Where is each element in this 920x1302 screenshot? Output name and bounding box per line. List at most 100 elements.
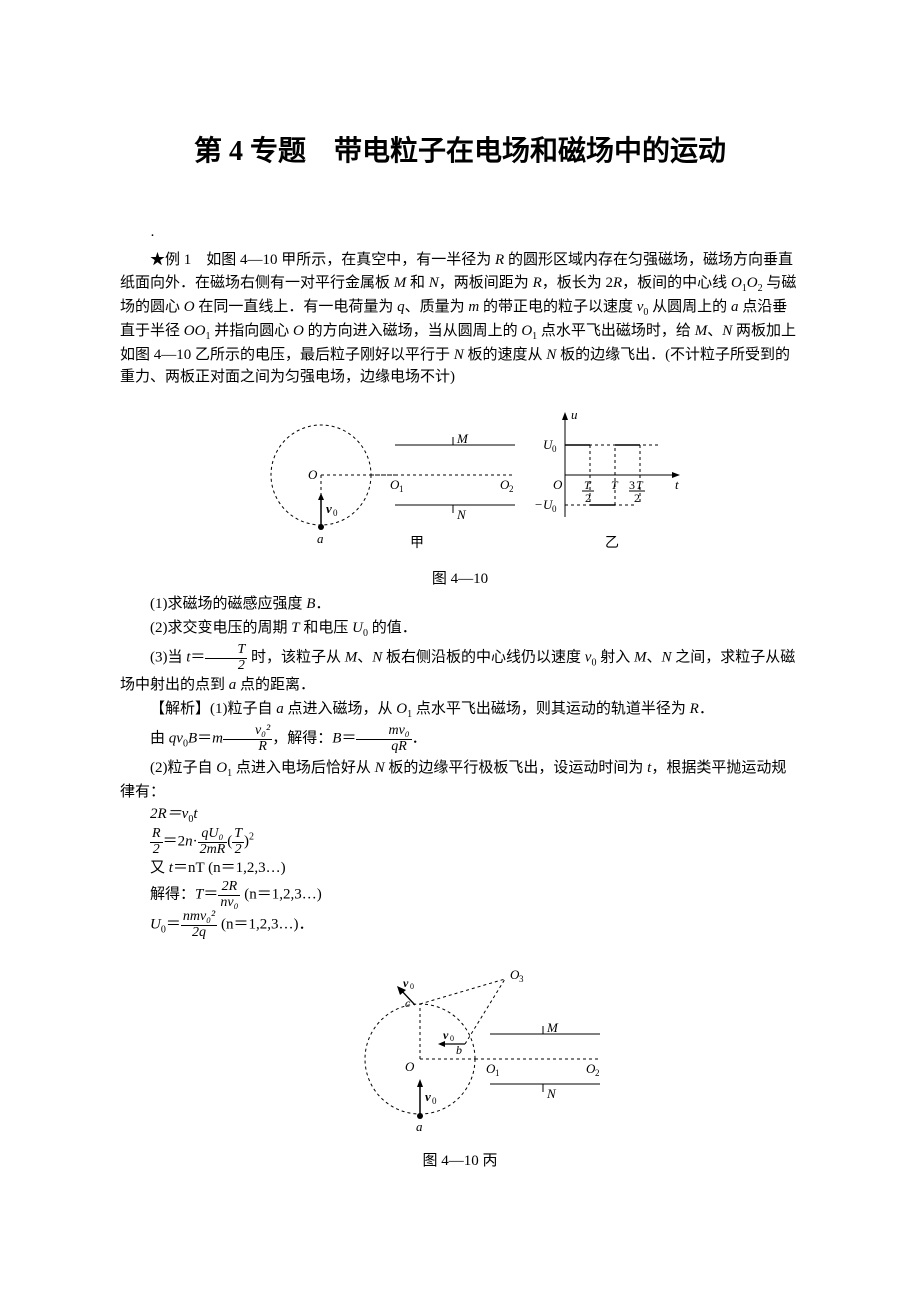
svg-text:2: 2 bbox=[585, 491, 591, 505]
eq-4: 解得：T＝2Rnv₀ (n＝1,2,3…) bbox=[150, 880, 800, 910]
svg-text:O: O bbox=[308, 467, 318, 482]
sol1: (1)粒子自 bbox=[210, 701, 276, 717]
svg-text:v: v bbox=[425, 1089, 431, 1104]
q3h: 点的距离． bbox=[236, 677, 315, 693]
var-M3: M bbox=[345, 650, 358, 666]
t12: 点水平飞出磁场时，给 bbox=[537, 323, 695, 339]
var-N6: N bbox=[662, 650, 672, 666]
q3e: 射入 bbox=[596, 650, 634, 666]
frac-R-2: R2 bbox=[150, 827, 163, 857]
var-a3: a bbox=[276, 701, 284, 717]
var-O-2: O bbox=[293, 323, 304, 339]
solution-1-eq: 由 qv0B＝mv₀²R，解得：B＝mv₀qR． bbox=[120, 724, 800, 754]
solution-2: (2)粒子自 O1 点进入电场后恰好从 N 板的边缘平行极板飞出，设运动时间为 … bbox=[120, 757, 800, 804]
var-R4: R bbox=[690, 701, 699, 717]
var-O1O2-O2: O bbox=[747, 275, 758, 291]
eq-tail-n2: (n＝1,2,3…)． bbox=[217, 917, 313, 933]
svg-text:乙: 乙 bbox=[605, 535, 619, 551]
frac-2R-nv0: 2Rnv₀ bbox=[218, 880, 240, 910]
svg-text:1: 1 bbox=[399, 484, 404, 494]
svg-text:b: b bbox=[456, 1043, 462, 1057]
eq-2: R2＝2n·qU₀2mR(T2)2 bbox=[150, 827, 800, 857]
var-OO1-O: O bbox=[184, 323, 195, 339]
sol-label: 【解析】 bbox=[150, 701, 210, 717]
var-M2: M bbox=[695, 323, 708, 339]
svg-text:0: 0 bbox=[450, 1034, 454, 1043]
t7b: 、质量为 bbox=[405, 299, 469, 315]
svg-text:v: v bbox=[326, 501, 332, 516]
figure-2-svg: a v0 O b v0 c v0 O3 bbox=[310, 949, 610, 1139]
var-O1-3: O bbox=[396, 701, 407, 717]
frac-v02-R: v₀²R bbox=[223, 724, 272, 754]
example-head: ★例 1 如图 4—10 甲所示，在真空中，有一半径为 bbox=[150, 252, 495, 268]
svg-text:3: 3 bbox=[519, 974, 524, 984]
question-1: (1)求磁场的磁感应强度 B． bbox=[120, 593, 800, 616]
q2-tail: 和电压 bbox=[300, 620, 353, 636]
t4: ，板长为 2 bbox=[542, 275, 613, 291]
eq-also2: ＝nT (n＝1,2,3…) bbox=[173, 860, 286, 876]
solution-1: 【解析】(1)粒子自 a 点进入磁场，从 O1 点水平飞出磁场，则其运动的轨道半… bbox=[120, 698, 800, 722]
var-T: T bbox=[291, 620, 299, 636]
eq-5: U0＝nmv₀²2q (n＝1,2,3…)． bbox=[150, 910, 800, 940]
svg-text:N: N bbox=[456, 507, 467, 522]
svg-text:T: T bbox=[584, 478, 592, 492]
q3b: 时，该粒子从 bbox=[247, 650, 345, 666]
t8: 从圆周上的 bbox=[648, 299, 731, 315]
equation-block: 2R＝v0t R2＝2n·qU₀2mR(T2)2 又 t＝nT (n＝1,2,3… bbox=[150, 803, 800, 941]
sol1-line2a: 由 bbox=[150, 731, 169, 747]
var-N5: N bbox=[372, 650, 382, 666]
t2: 和 bbox=[406, 275, 429, 291]
figure-1-caption: 图 4—10 bbox=[120, 568, 800, 591]
svg-text:1: 1 bbox=[495, 1068, 500, 1078]
svg-text:v: v bbox=[403, 976, 409, 990]
svg-text:0: 0 bbox=[552, 504, 557, 514]
t10: 并指向圆心 bbox=[210, 323, 293, 339]
svg-text:T: T bbox=[611, 478, 619, 492]
dot-line: · bbox=[120, 225, 800, 248]
svg-text:3: 3 bbox=[629, 478, 635, 492]
sol2: (2)粒子自 bbox=[150, 760, 216, 776]
var-R3: R bbox=[613, 275, 622, 291]
var-O1-2: O bbox=[521, 323, 532, 339]
svg-text:O: O bbox=[553, 477, 563, 492]
t3: ，两板间距为 bbox=[439, 275, 533, 291]
eq-also: 又 bbox=[150, 860, 169, 876]
q1-text: (1)求磁场的磁感应强度 bbox=[150, 596, 306, 612]
q3d: 板右侧沿板的中心线仍以速度 bbox=[382, 650, 585, 666]
var-m: m bbox=[468, 299, 479, 315]
frac-mv0-qR: mv₀qR bbox=[356, 724, 411, 754]
svg-text:2: 2 bbox=[634, 491, 640, 505]
question-2: (2)求交变电压的周期 T 和电压 U0 的值． bbox=[120, 617, 800, 641]
t5: ，板间的中心线 bbox=[622, 275, 731, 291]
sol1b: 点进入磁场，从 bbox=[284, 701, 397, 717]
svg-text:0: 0 bbox=[552, 444, 557, 454]
t7: 在同一直线上．有一电荷量为 bbox=[195, 299, 398, 315]
figure-1-svg: O v0 a M N O1 O2 甲 u t O bbox=[235, 397, 685, 557]
var-N3: N bbox=[454, 347, 464, 363]
frac-qU0-2mR: qU₀2mR bbox=[198, 827, 228, 857]
svg-text:0: 0 bbox=[333, 508, 338, 518]
sol2c: 板的边缘平行极板飞出，设运动时间为 bbox=[385, 760, 648, 776]
example-paragraph: ★例 1 如图 4—10 甲所示，在真空中，有一半径为 R 的圆形区域内存在匀强… bbox=[120, 249, 800, 389]
sol1d: ． bbox=[699, 701, 714, 717]
frac-T-over-2: T2 bbox=[205, 643, 247, 673]
t7c: 的带正电的粒子以速度 bbox=[479, 299, 637, 315]
sol1-line2c: ． bbox=[412, 731, 427, 747]
var-R2: R bbox=[533, 275, 542, 291]
eq-3: 又 t＝nT (n＝1,2,3…) bbox=[150, 857, 800, 880]
svg-text:2: 2 bbox=[509, 484, 514, 494]
var-N7: N bbox=[375, 760, 385, 776]
svg-text:v: v bbox=[443, 1028, 449, 1042]
q3c: 、 bbox=[357, 650, 372, 666]
var-N4: N bbox=[546, 347, 556, 363]
figure-1-wrap: O v0 a M N O1 O2 甲 u t O bbox=[120, 397, 800, 565]
var-M: M bbox=[394, 275, 407, 291]
sol1c: 点水平飞出磁场，则其运动的轨道半径为 bbox=[412, 701, 690, 717]
var-R: R bbox=[495, 252, 504, 268]
var-N: N bbox=[429, 275, 439, 291]
svg-text:0: 0 bbox=[432, 1096, 437, 1106]
svg-text:a: a bbox=[317, 531, 324, 546]
var-t: t bbox=[186, 650, 190, 666]
sol2b: 点进入电场后恰好从 bbox=[232, 760, 375, 776]
var-N2: N bbox=[722, 323, 732, 339]
